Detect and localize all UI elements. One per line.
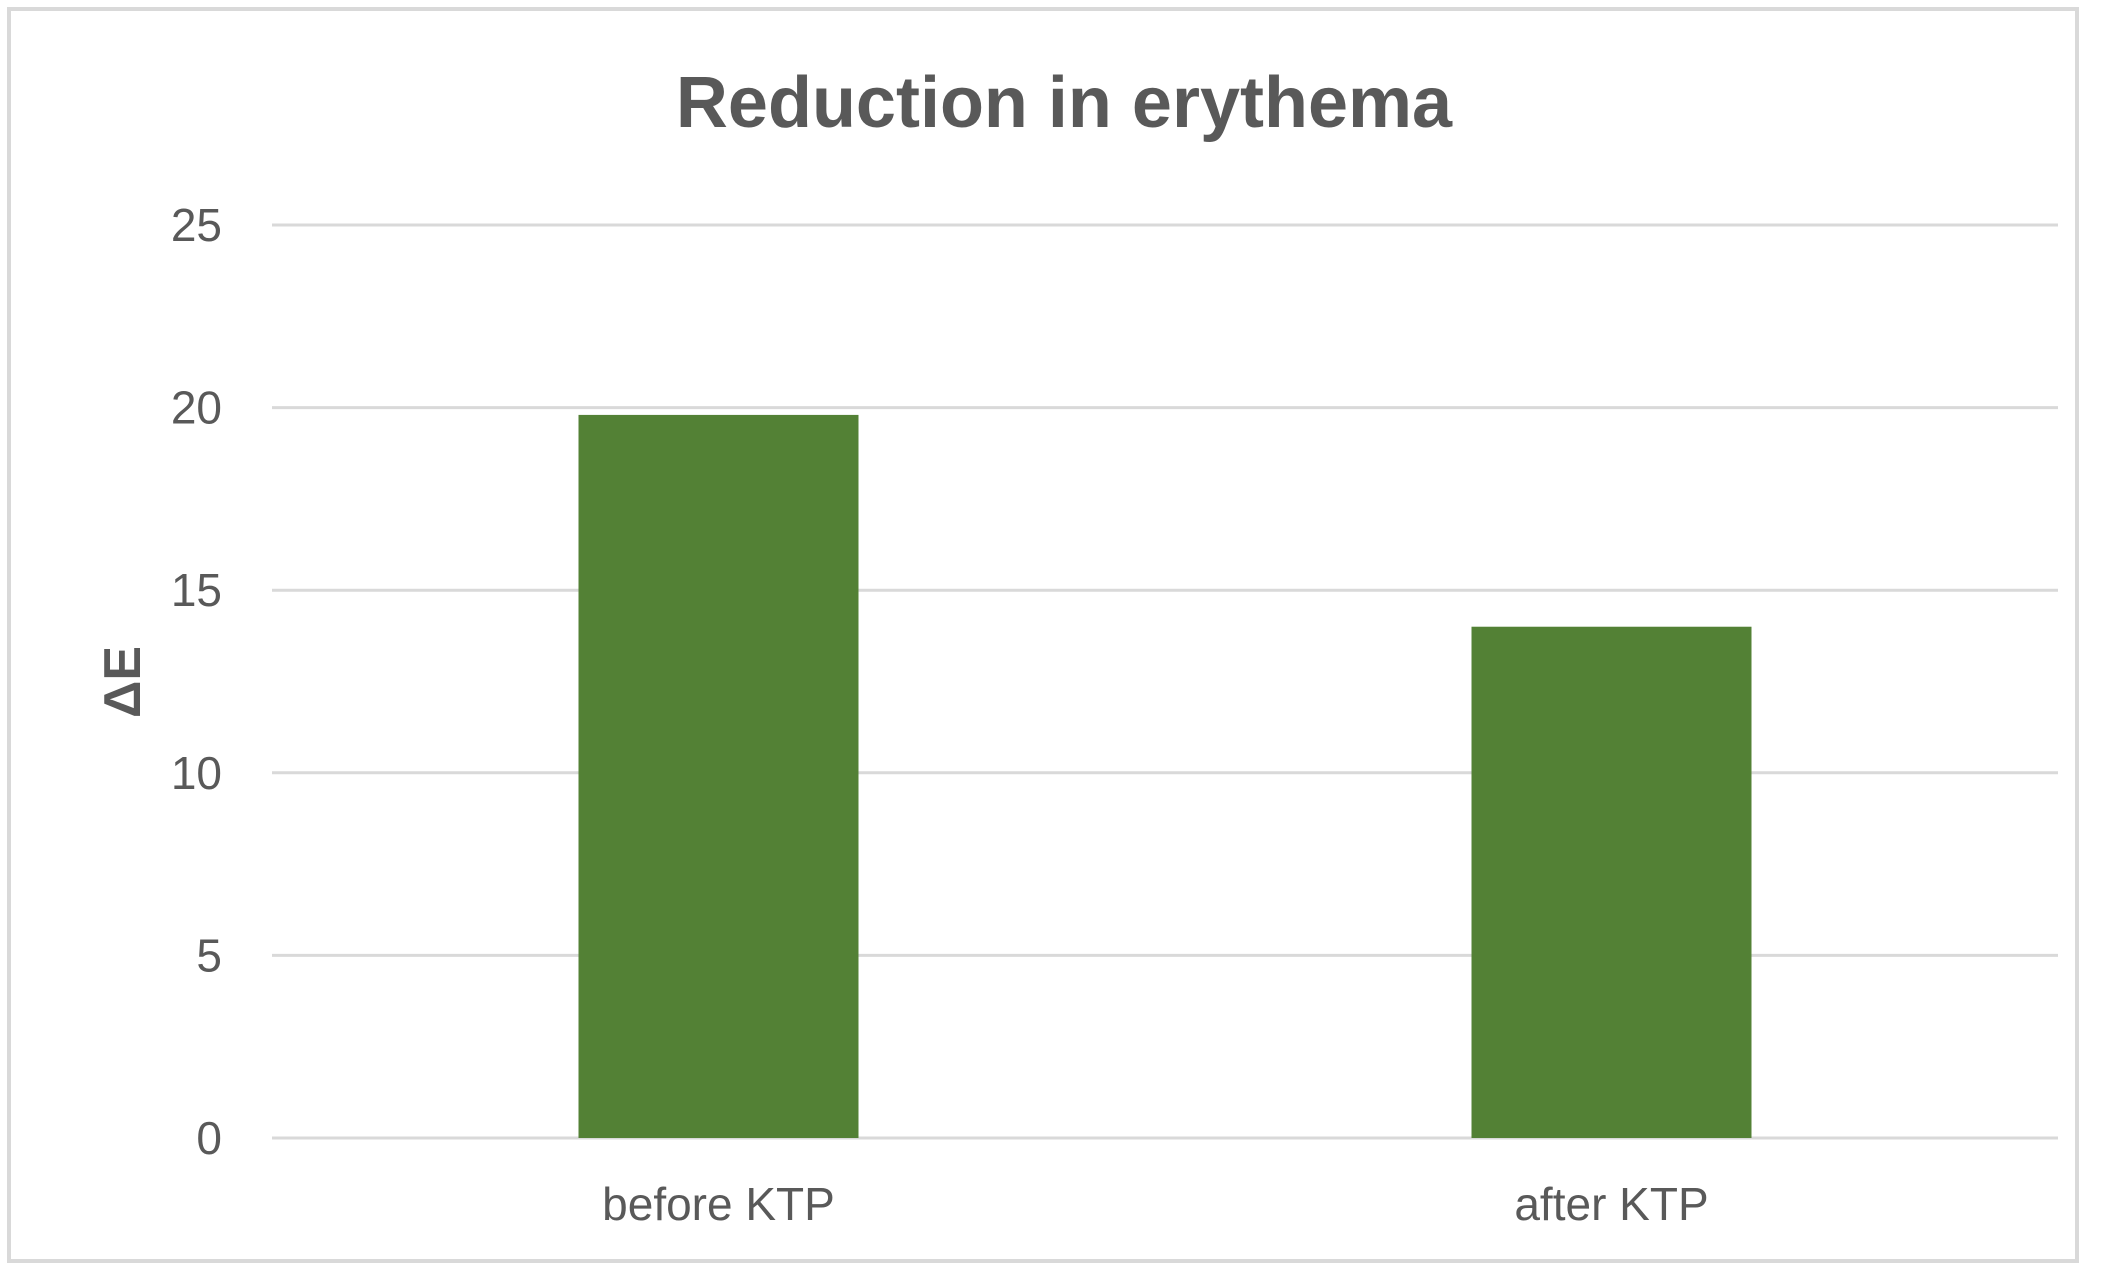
y-axis-label: ΔE — [94, 646, 152, 718]
y-axis-ticks: 0 5 10 15 20 25 — [171, 199, 222, 1164]
x-axis-labels: before KTP after KTP — [602, 1178, 1708, 1230]
bar-before-ktp — [578, 414, 859, 1138]
y-tick-label: 10 — [171, 747, 222, 799]
chart-title: Reduction in erythema — [676, 63, 1453, 143]
y-tick-label: 15 — [171, 564, 222, 616]
bars — [578, 414, 1752, 1138]
y-tick-label: 20 — [171, 382, 222, 434]
bar-after-ktp — [1471, 626, 1752, 1138]
y-tick-label: 5 — [196, 929, 222, 981]
y-tick-label: 0 — [196, 1112, 222, 1164]
x-tick-label: after KTP — [1514, 1178, 1708, 1230]
gridlines — [272, 223, 2058, 1140]
y-tick-label: 25 — [171, 199, 222, 251]
x-tick-label: before KTP — [602, 1178, 835, 1230]
